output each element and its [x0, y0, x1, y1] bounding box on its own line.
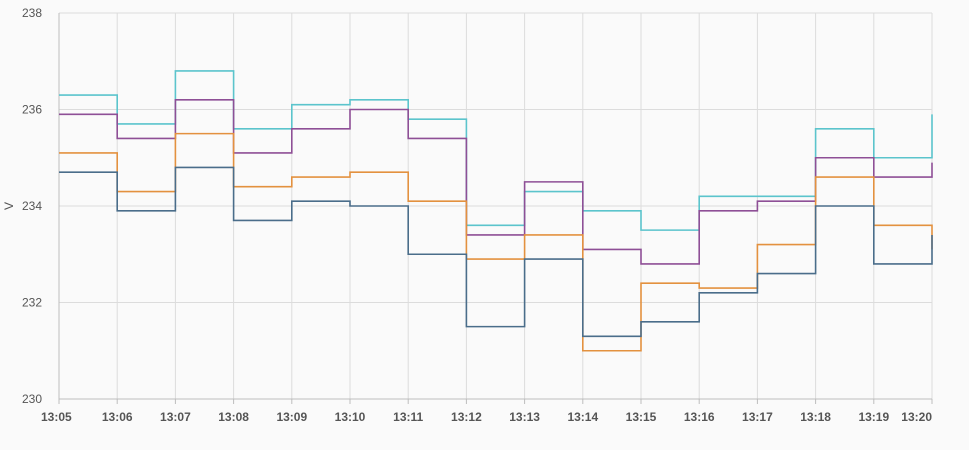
x-tick-label: 13:11: [393, 410, 423, 424]
x-tick-label: 13:18: [800, 410, 831, 424]
x-tick-label: 13:05: [41, 410, 72, 424]
y-tick-label: 232: [22, 296, 42, 310]
series-lines: [58, 70, 933, 352]
y-tick-label: 238: [22, 6, 42, 20]
x-tick-label: 13:13: [509, 410, 540, 424]
y-tick-label: 236: [22, 103, 42, 117]
x-tick-label: 13:10: [335, 410, 366, 424]
x-tick-label: 13:08: [218, 410, 249, 424]
x-tick-label: 13:16: [684, 410, 715, 424]
x-tick-label: 13:06: [102, 410, 133, 424]
y-axis-title: V: [2, 202, 16, 210]
series-line-4: [59, 166, 933, 338]
tick-labels: 230 232 234 236 238 13:05 13:06 13:07 13:08 13:09…: [22, 6, 932, 424]
series-line-3: [59, 132, 933, 352]
x-tick-label: 13:17: [742, 410, 773, 424]
axes: [58, 13, 933, 404]
x-tick-label: 13:20: [901, 410, 932, 424]
x-tick-label: 13:14: [567, 410, 598, 424]
y-tick-label: 230: [22, 392, 42, 406]
x-tick-label: 13:19: [858, 410, 889, 424]
x-tick-label: 13:07: [160, 410, 191, 424]
x-tick-label: 13:15: [626, 410, 657, 424]
series-line-2: [59, 99, 933, 265]
y-tick-label: 234: [22, 199, 42, 213]
x-tick-label: 13:09: [276, 410, 307, 424]
x-tick-label: 13:12: [451, 410, 482, 424]
